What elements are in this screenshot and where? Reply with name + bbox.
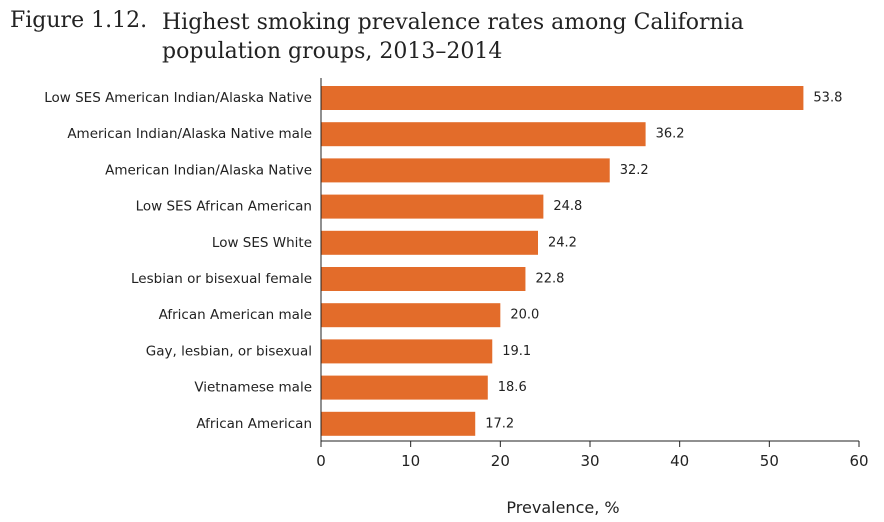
- data-label: 36.2: [656, 127, 685, 142]
- category-label: Low SES American Indian/Alaska Native: [44, 90, 312, 106]
- bar: [321, 303, 501, 328]
- bar: [321, 86, 804, 110]
- bar: [321, 122, 646, 147]
- x-tick-label: 30: [580, 452, 599, 470]
- x-tick-label: 50: [760, 452, 779, 470]
- category-label: Low SES African American: [136, 199, 312, 215]
- category-label: African American: [196, 416, 312, 432]
- figure-number: Figure 1.12.: [10, 8, 148, 33]
- bar: [321, 194, 544, 219]
- category-label: American Indian/Alaska Native male: [67, 126, 312, 142]
- x-tick-label: 0: [316, 452, 326, 470]
- x-tick-label: 40: [670, 452, 689, 470]
- x-tick-label: 20: [491, 452, 510, 470]
- bar: [321, 230, 538, 255]
- bar: [321, 339, 493, 364]
- data-label: 32.2: [620, 163, 649, 178]
- bar: [321, 375, 488, 400]
- data-label: 24.8: [553, 199, 582, 214]
- data-label: 24.2: [548, 235, 577, 250]
- bar: [321, 411, 476, 436]
- category-label: American Indian/Alaska Native: [105, 162, 312, 178]
- x-axis-title: Prevalence, %: [506, 498, 619, 517]
- x-tick-label: 10: [401, 452, 420, 470]
- category-label: African American male: [159, 307, 312, 323]
- data-label: 53.8: [813, 91, 842, 106]
- data-label: 22.8: [535, 272, 564, 287]
- bar: [321, 267, 526, 291]
- x-tick-label: 60: [849, 452, 868, 470]
- category-label: Gay, lesbian, or bisexual: [146, 343, 312, 359]
- data-label: 17.2: [485, 416, 514, 431]
- data-label: 18.6: [498, 380, 527, 395]
- data-label: 20.0: [510, 308, 539, 323]
- category-label: Vietnamese male: [194, 380, 312, 396]
- data-label: 19.1: [502, 344, 531, 359]
- category-label: Low SES White: [212, 235, 312, 251]
- category-label: Lesbian or bisexual female: [131, 271, 312, 287]
- chart-title: Highest smoking prevalence rates among C…: [162, 10, 744, 64]
- bar: [321, 158, 610, 183]
